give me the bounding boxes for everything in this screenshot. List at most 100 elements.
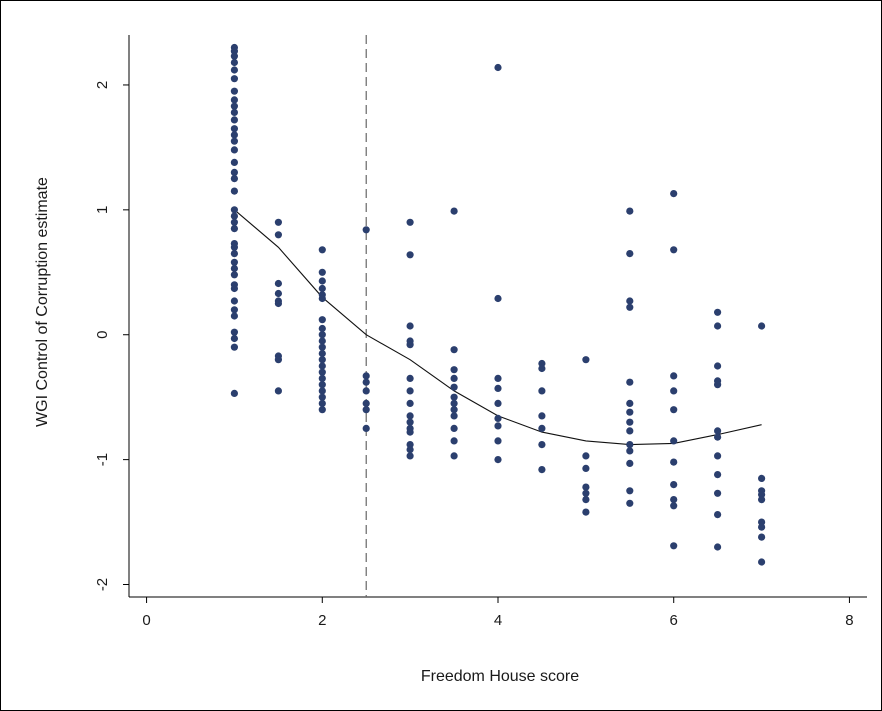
data-point [626,250,634,258]
data-point [450,437,458,445]
data-point [538,364,546,373]
data-point [274,289,282,298]
data-point [362,424,370,432]
data-point [230,87,238,95]
data-point [494,399,502,407]
data-point [362,406,370,414]
data-point [670,387,678,395]
data-point [230,75,238,83]
data-point [494,294,502,303]
data-point [582,452,590,460]
data-point [406,399,414,407]
data-point [230,116,238,124]
data-point [626,459,634,467]
data-point [318,277,326,285]
data-point [626,399,634,407]
data-point [758,322,766,330]
data-point [758,533,766,541]
data-point [230,137,238,145]
data-point [626,297,634,305]
data-point [230,297,238,305]
data-point [318,246,326,254]
data-point [538,359,546,368]
data-point [582,496,590,504]
data-point [714,381,722,389]
data-point [230,271,238,279]
data-point [626,408,634,416]
data-point [538,424,546,432]
data-point [714,471,722,479]
data-point [230,389,238,397]
data-point [626,427,634,435]
data-point [494,422,502,430]
data-point [406,251,414,259]
axes: 0 2 4 6 8 -2 -1 0 1 2 [94,35,867,629]
data-point [230,343,238,351]
data-point [758,523,766,531]
data-point [274,387,282,395]
data-point [274,231,282,239]
data-point [318,374,326,382]
data-point [230,96,238,104]
data-point [450,346,458,354]
data-point [450,207,458,215]
data-point [318,316,326,324]
data-point [538,441,546,449]
data-point [626,487,634,495]
data-point [450,374,458,382]
data-point [494,63,502,72]
data-point [670,458,678,466]
data-point [318,381,326,389]
data-point [450,424,458,432]
data-point [230,187,238,195]
data-point [406,374,414,382]
data-point [714,510,722,519]
y-tick-label: 1 [94,206,111,214]
data-point [450,366,458,374]
data-point [406,441,414,449]
data-point [318,343,326,351]
data-point [406,412,414,420]
data-point [230,212,238,220]
data-point [406,452,414,460]
data-point [626,378,634,386]
data-point [494,384,502,392]
data-point [230,206,238,214]
data-point [582,356,590,364]
data-point [318,368,326,376]
data-point [230,264,238,273]
data-point [626,499,634,507]
x-tick-label: 8 [845,612,853,629]
data-point [670,542,678,550]
data-point [406,418,414,426]
data-point [230,66,238,74]
data-point [318,284,326,293]
data-point [714,433,722,441]
data-point [626,303,634,311]
x-tick-label: 4 [494,612,502,629]
data-point [318,406,326,414]
data-point [626,418,634,426]
data-point [230,218,238,226]
data-point [450,452,458,460]
data-point [318,356,326,364]
data-point [230,131,238,139]
data-point [450,399,458,407]
data-point [318,399,326,407]
data-point [362,399,370,407]
data-point [450,393,458,401]
data-point [230,225,238,233]
data-point [230,108,238,116]
data-point [538,466,546,474]
y-tick-label: 2 [94,81,111,89]
data-point [318,294,326,303]
data-point [494,456,502,464]
data-point [230,58,238,67]
data-point [670,372,678,380]
data-point [230,334,238,343]
data-point [450,383,458,391]
data-point [670,246,678,254]
data-point [406,218,414,226]
data-point [230,258,238,266]
